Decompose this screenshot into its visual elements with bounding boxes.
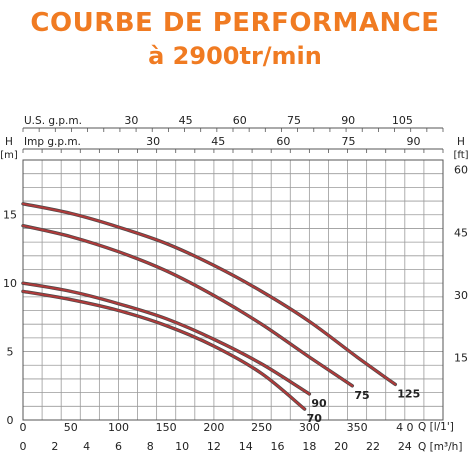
top-imp-gpm-tick-label: 90 <box>407 135 421 148</box>
bottom-lpm-label: Q [l/1'] <box>418 421 454 433</box>
left-axis-h-label: H <box>5 136 13 148</box>
bottom-lpm-tick-label: 200 <box>203 421 224 434</box>
curve-outline-70 <box>21 289 307 411</box>
left-tick-label: 10 <box>3 277 17 290</box>
bottom-m3h-tick-label: 2 <box>51 440 58 453</box>
bottom-lpm-tick-label: 50 <box>64 421 78 434</box>
chart-curves <box>21 202 397 411</box>
bottom-m3h-tick-label: 22 <box>366 440 380 453</box>
right-tick-label: 30 <box>454 289 468 302</box>
top-us-gpm-tick-label: 30 <box>124 114 138 127</box>
curve-70 <box>22 290 306 411</box>
curve-label-70: 70 <box>307 412 323 425</box>
bottom-m3h-tick-label: 12 <box>207 440 221 453</box>
top-us-gpm-tick-label: 60 <box>233 114 247 127</box>
top-us-gpm-tick-label: 45 <box>179 114 193 127</box>
top-imp-gpm-tick-label: 60 <box>276 135 290 148</box>
bottom-lpm-tick-label: 300 <box>299 421 320 434</box>
curve-75 <box>22 224 354 387</box>
bottom-m3h-tick-label: 16 <box>271 440 285 453</box>
bottom-m3h-tick-label: 10 <box>175 440 189 453</box>
left-axis-unit-label: [m] <box>0 150 18 161</box>
curve-label-75: 75 <box>354 389 369 402</box>
bottom-m3h-tick-label: 14 <box>239 440 253 453</box>
bottom-m3h-tick-label: 4 <box>83 440 90 453</box>
bottom-m3h-tick-label: 8 <box>147 440 154 453</box>
top-imp-gpm-label: Imp g.p.m. <box>24 136 81 148</box>
chart-labels: 0 5 10 15 15 30 45 60 0 50 100 150 200 250 300 350 4 0 0 2… <box>3 114 468 453</box>
bottom-m3h-tick-label: 20 <box>334 440 348 453</box>
right-tick-label: 60 <box>454 164 468 177</box>
left-tick-label: 5 <box>7 346 14 359</box>
curve-label-125: 125 <box>397 387 420 400</box>
right-axis-h-label: H <box>457 136 465 148</box>
left-tick-label: 0 <box>7 414 14 427</box>
bottom-lpm-tick-label: 0 <box>20 421 27 434</box>
curve-90 <box>22 282 311 395</box>
bottom-m3h-tick-label: 24 <box>398 440 412 453</box>
top-us-gpm-tick-label: 90 <box>341 114 355 127</box>
bottom-lpm-tick-label: 250 <box>251 421 272 434</box>
top-us-gpm-label: U.S. g.p.m. <box>24 115 82 127</box>
curve-outline-75 <box>21 224 354 388</box>
bottom-m3h-tick-label: 18 <box>302 440 316 453</box>
bottom-m3h-tick-label: 0 <box>20 440 27 453</box>
curve-label-90: 90 <box>311 397 327 410</box>
top-imp-gpm-tick-label: 45 <box>211 135 225 148</box>
bottom-lpm-tick-label: 350 <box>347 421 368 434</box>
bottom-lpm-tick-label: 4 0 <box>396 421 414 434</box>
bottom-lpm-tick-label: 100 <box>108 421 129 434</box>
chart-grid <box>22 127 444 421</box>
right-tick-label: 45 <box>454 226 468 239</box>
bottom-m3h-tick-label: 6 <box>115 440 122 453</box>
curve-125 <box>22 202 397 386</box>
bottom-m3h-label: Q [m³/h] <box>418 441 462 453</box>
chart-title: COURBE DE PERFORMANCE <box>30 8 440 38</box>
chart-subtitle: à 2900tr/min <box>148 42 322 70</box>
right-axis-unit-label: [ft] <box>453 150 468 161</box>
bottom-lpm-tick-label: 150 <box>156 421 177 434</box>
right-tick-label: 15 <box>454 351 468 364</box>
top-us-gpm-tick-label: 75 <box>287 114 301 127</box>
top-imp-gpm-tick-label: 75 <box>341 135 355 148</box>
top-us-gpm-tick-label: 105 <box>392 114 413 127</box>
left-tick-label: 15 <box>3 209 17 222</box>
top-imp-gpm-tick-label: 30 <box>146 135 160 148</box>
